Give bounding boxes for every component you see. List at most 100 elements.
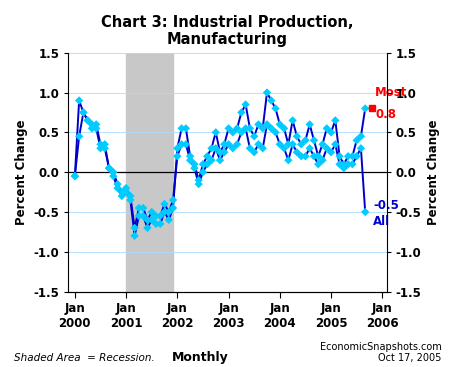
Point <box>238 109 245 115</box>
Point <box>97 145 104 151</box>
Point <box>233 126 241 131</box>
Point <box>323 126 330 131</box>
Point <box>246 126 253 131</box>
Point <box>349 153 356 159</box>
Point <box>349 161 356 167</box>
Point <box>310 137 318 143</box>
Point <box>152 213 160 219</box>
Point <box>357 133 364 139</box>
Point <box>259 145 266 151</box>
Point <box>280 126 288 131</box>
Point <box>140 213 147 219</box>
Point <box>174 153 181 159</box>
Text: EconomicSnapshots.com
Oct 17, 2005: EconomicSnapshots.com Oct 17, 2005 <box>319 342 441 363</box>
Point <box>208 157 215 163</box>
Text: Monthly: Monthly <box>172 352 228 364</box>
Point <box>285 141 292 147</box>
Point <box>251 149 258 155</box>
Point <box>310 153 318 159</box>
Point <box>191 165 198 171</box>
Point <box>225 126 232 131</box>
Point <box>344 153 352 159</box>
Point <box>255 121 262 127</box>
Point <box>131 225 138 231</box>
Point <box>336 161 343 167</box>
Point <box>314 153 322 159</box>
Point <box>165 209 172 215</box>
Point <box>80 109 87 115</box>
Point <box>229 145 237 151</box>
Point <box>152 221 160 227</box>
Point <box>84 117 91 123</box>
Point <box>302 153 309 159</box>
Point <box>319 157 326 163</box>
Point <box>319 141 326 147</box>
Point <box>272 106 279 112</box>
Point <box>101 145 108 151</box>
Point <box>131 233 138 239</box>
Point <box>199 161 207 167</box>
Point <box>76 98 83 103</box>
Point <box>199 169 207 175</box>
Point <box>332 141 339 147</box>
Point <box>140 205 147 211</box>
Point <box>135 205 142 211</box>
Text: -0.5: -0.5 <box>373 199 399 212</box>
Text: Most: Most <box>374 86 407 99</box>
Point <box>110 169 117 175</box>
Point <box>233 141 241 147</box>
Point <box>127 193 134 199</box>
Point <box>88 121 96 127</box>
Point <box>298 141 305 147</box>
Point <box>323 145 330 151</box>
Point <box>251 133 258 139</box>
Point <box>276 141 283 147</box>
Point <box>353 137 360 143</box>
Point <box>106 165 113 171</box>
Point <box>298 153 305 159</box>
Point <box>357 145 364 151</box>
Point <box>268 126 275 131</box>
Point <box>293 149 300 155</box>
Text: 0.8: 0.8 <box>376 108 397 121</box>
Point <box>353 153 360 159</box>
Point <box>84 117 91 123</box>
Point <box>336 153 343 159</box>
Point <box>135 213 142 219</box>
Point <box>289 141 296 147</box>
Point <box>208 145 215 151</box>
Point <box>195 177 202 183</box>
Point <box>110 173 117 179</box>
Point <box>203 161 211 167</box>
Point <box>293 133 300 139</box>
Point <box>263 121 271 127</box>
Point <box>122 185 130 191</box>
Point <box>221 141 228 147</box>
Point <box>114 181 121 187</box>
Point <box>71 173 79 179</box>
Point <box>255 141 262 147</box>
Point <box>289 117 296 123</box>
Point <box>276 121 283 127</box>
Point <box>122 189 130 195</box>
Point <box>332 117 339 123</box>
Point <box>71 173 79 179</box>
Point <box>169 197 177 203</box>
Point <box>178 141 185 147</box>
Point <box>272 130 279 135</box>
Point <box>178 126 185 131</box>
Point <box>225 141 232 147</box>
Point <box>157 221 164 227</box>
Point <box>76 133 83 139</box>
Point <box>238 130 245 135</box>
Point <box>246 145 253 151</box>
Point <box>328 130 335 135</box>
Point <box>217 157 224 163</box>
Point <box>144 217 151 223</box>
Point <box>268 98 275 103</box>
Point <box>280 145 288 151</box>
Point <box>169 205 177 211</box>
Point <box>106 165 113 171</box>
Point <box>182 126 190 131</box>
Point <box>174 145 181 151</box>
